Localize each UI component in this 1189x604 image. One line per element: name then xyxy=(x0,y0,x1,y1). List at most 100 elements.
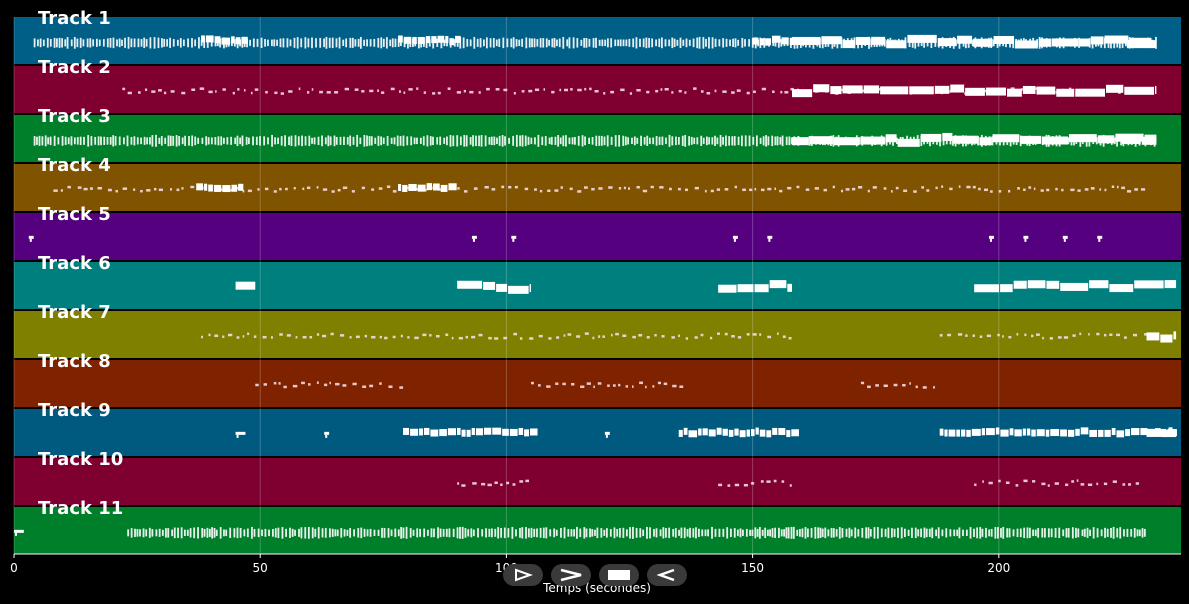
note-mark xyxy=(510,38,513,48)
note-mark xyxy=(322,188,328,191)
note-mark xyxy=(773,479,777,483)
track-row: Track 8 xyxy=(14,351,1181,407)
note-mark xyxy=(716,137,719,145)
note-mark xyxy=(556,39,558,47)
note-mark xyxy=(663,382,668,386)
note-mark xyxy=(1104,188,1107,192)
note-mark xyxy=(267,137,269,145)
note-mark xyxy=(1141,136,1157,145)
rewind-button[interactable] xyxy=(647,564,687,586)
note-mark xyxy=(161,529,164,536)
note-mark xyxy=(231,184,238,192)
note-mark xyxy=(278,382,281,385)
note-mark xyxy=(1127,190,1132,193)
note-mark xyxy=(379,382,382,385)
note-mark xyxy=(245,136,248,145)
note-mark xyxy=(515,529,517,537)
note-mark xyxy=(403,91,406,94)
note-mark xyxy=(280,136,283,146)
note-mark xyxy=(352,136,355,145)
note-mark xyxy=(886,40,907,49)
note-mark xyxy=(1049,337,1053,340)
note-mark xyxy=(429,136,432,146)
note-mark xyxy=(279,187,282,191)
note-mark xyxy=(293,186,296,190)
note-mark xyxy=(463,89,466,93)
note-mark xyxy=(477,528,479,538)
note-mark xyxy=(98,39,101,47)
note-mark xyxy=(494,528,497,537)
note-mark xyxy=(653,529,655,537)
note-mark xyxy=(496,137,498,145)
note-mark xyxy=(551,90,555,94)
note-mark xyxy=(1041,528,1044,538)
note-mark xyxy=(528,38,531,48)
note-mark xyxy=(277,527,280,539)
note-mark xyxy=(335,382,340,386)
note-mark xyxy=(1023,527,1026,539)
note-mark xyxy=(160,136,163,146)
note-mark xyxy=(610,136,613,145)
note-mark xyxy=(1155,36,1157,49)
note-mark xyxy=(463,190,468,193)
note-mark xyxy=(966,185,971,189)
note-mark xyxy=(707,529,709,537)
note-mark xyxy=(698,428,702,436)
note-mark xyxy=(534,137,536,145)
note-mark xyxy=(361,90,365,93)
note-mark xyxy=(969,527,972,539)
note-mark xyxy=(629,527,631,539)
note-mark xyxy=(531,38,533,48)
note-mark xyxy=(515,39,518,47)
stop-button[interactable] xyxy=(599,564,639,586)
note-mark xyxy=(790,137,793,145)
note-mark xyxy=(249,39,252,46)
note-mark xyxy=(230,136,233,145)
note-mark xyxy=(363,528,366,537)
note-mark xyxy=(1103,482,1108,486)
note-mark xyxy=(448,183,457,191)
note-mark xyxy=(711,37,714,49)
note-mark xyxy=(483,281,496,290)
note-mark xyxy=(503,88,508,92)
note-mark xyxy=(808,136,811,146)
note-mark xyxy=(736,89,741,92)
note-mark xyxy=(371,335,376,339)
note-mark xyxy=(261,529,263,537)
note-mark xyxy=(137,38,140,48)
note-mark xyxy=(323,38,325,48)
note-mark xyxy=(1008,528,1011,538)
track-band xyxy=(14,311,1181,358)
note-mark xyxy=(220,136,223,146)
note-mark xyxy=(1036,429,1045,437)
note-mark xyxy=(769,280,787,289)
note-mark xyxy=(521,38,524,47)
fast-forward-button[interactable] xyxy=(551,564,591,586)
note-mark xyxy=(397,38,400,47)
play-button[interactable] xyxy=(503,564,543,586)
note-mark xyxy=(107,188,112,192)
note-mark xyxy=(1080,427,1089,435)
note-mark xyxy=(655,39,657,47)
note-mark xyxy=(83,187,88,191)
note-mark xyxy=(169,37,171,48)
note-mark xyxy=(239,527,242,538)
track-row: Track 2 xyxy=(14,57,1181,113)
note-mark xyxy=(537,134,540,147)
note-mark xyxy=(933,386,935,389)
note-mark xyxy=(570,88,573,91)
note-mark xyxy=(588,137,591,145)
note-mark xyxy=(161,38,163,48)
note-mark xyxy=(1121,186,1125,190)
note-mark xyxy=(1084,188,1089,191)
note-mark xyxy=(700,90,704,93)
note-mark xyxy=(180,527,183,539)
note-mark xyxy=(764,527,767,539)
note-mark xyxy=(902,383,906,387)
note-mark xyxy=(584,186,588,189)
note-mark xyxy=(869,529,872,537)
note-mark xyxy=(638,334,643,337)
note-mark xyxy=(696,37,699,49)
note-mark xyxy=(241,135,244,147)
note-mark xyxy=(1009,428,1014,436)
